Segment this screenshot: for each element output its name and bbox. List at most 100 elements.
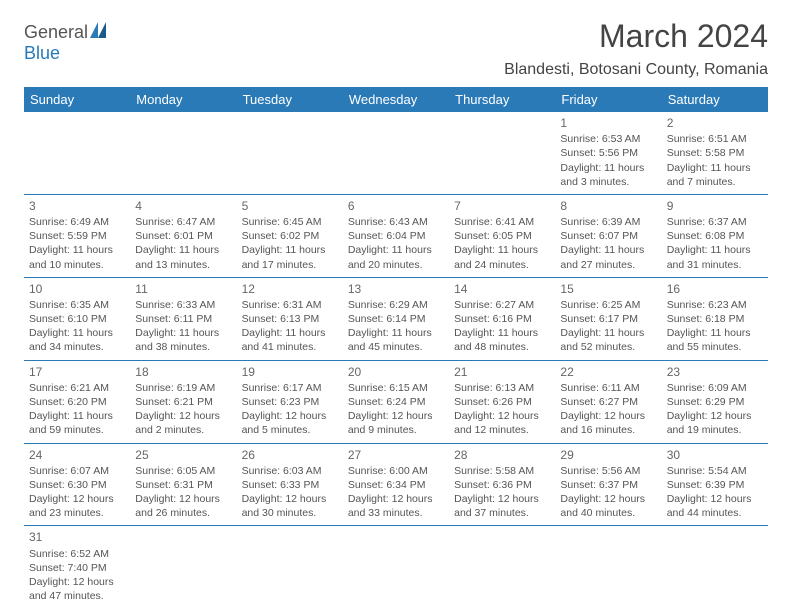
sunrise-text: Sunrise: 6:13 AM xyxy=(454,381,550,395)
sunset-text: Sunset: 6:31 PM xyxy=(135,478,231,492)
sunset-text: Sunset: 6:13 PM xyxy=(242,312,338,326)
day-number: 13 xyxy=(348,281,444,297)
day-number: 19 xyxy=(242,364,338,380)
sunset-text: Sunset: 5:56 PM xyxy=(560,146,656,160)
calendar-row: 24Sunrise: 6:07 AMSunset: 6:30 PMDayligh… xyxy=(24,443,768,526)
sunrise-text: Sunrise: 6:03 AM xyxy=(242,464,338,478)
daylight-text: Daylight: 11 hours xyxy=(135,243,231,257)
sunrise-text: Sunrise: 6:43 AM xyxy=(348,215,444,229)
daylight-text: Daylight: 11 hours xyxy=(667,243,763,257)
calendar-cell-empty xyxy=(130,526,236,608)
sunrise-text: Sunrise: 6:53 AM xyxy=(560,132,656,146)
sunrise-text: Sunrise: 6:31 AM xyxy=(242,298,338,312)
daylight-text: and 59 minutes. xyxy=(29,423,125,437)
daylight-text: and 33 minutes. xyxy=(348,506,444,520)
sunset-text: Sunset: 6:11 PM xyxy=(135,312,231,326)
daylight-text: and 17 minutes. xyxy=(242,258,338,272)
calendar-cell: 30Sunrise: 5:54 AMSunset: 6:39 PMDayligh… xyxy=(662,443,768,526)
logo-text: GeneralBlue xyxy=(24,22,110,64)
sunset-text: Sunset: 6:24 PM xyxy=(348,395,444,409)
day-number: 11 xyxy=(135,281,231,297)
daylight-text: and 38 minutes. xyxy=(135,340,231,354)
daylight-text: Daylight: 12 hours xyxy=(348,409,444,423)
daylight-text: Daylight: 12 hours xyxy=(667,492,763,506)
sunrise-text: Sunrise: 6:33 AM xyxy=(135,298,231,312)
calendar-body: 1Sunrise: 6:53 AMSunset: 5:56 PMDaylight… xyxy=(24,112,768,608)
daylight-text: and 47 minutes. xyxy=(29,589,125,603)
daylight-text: Daylight: 11 hours xyxy=(560,243,656,257)
calendar-row: 17Sunrise: 6:21 AMSunset: 6:20 PMDayligh… xyxy=(24,360,768,443)
daylight-text: and 45 minutes. xyxy=(348,340,444,354)
daylight-text: and 9 minutes. xyxy=(348,423,444,437)
calendar-cell-empty xyxy=(662,526,768,608)
calendar-cell: 7Sunrise: 6:41 AMSunset: 6:05 PMDaylight… xyxy=(449,194,555,277)
daylight-text: Daylight: 11 hours xyxy=(454,326,550,340)
day-number: 10 xyxy=(29,281,125,297)
sunset-text: Sunset: 6:08 PM xyxy=(667,229,763,243)
weekday-header: Saturday xyxy=(662,87,768,112)
day-number: 4 xyxy=(135,198,231,214)
page-header: GeneralBlue March 2024 Blandesti, Botosa… xyxy=(24,18,768,79)
calendar-cell-empty xyxy=(555,526,661,608)
daylight-text: Daylight: 11 hours xyxy=(29,243,125,257)
sunrise-text: Sunrise: 6:15 AM xyxy=(348,381,444,395)
weekday-header: Wednesday xyxy=(343,87,449,112)
weekday-header: Tuesday xyxy=(237,87,343,112)
daylight-text: Daylight: 12 hours xyxy=(560,492,656,506)
daylight-text: and 13 minutes. xyxy=(135,258,231,272)
calendar-cell: 6Sunrise: 6:43 AMSunset: 6:04 PMDaylight… xyxy=(343,194,449,277)
daylight-text: and 7 minutes. xyxy=(667,175,763,189)
calendar-cell: 21Sunrise: 6:13 AMSunset: 6:26 PMDayligh… xyxy=(449,360,555,443)
daylight-text: Daylight: 11 hours xyxy=(242,326,338,340)
calendar-cell: 3Sunrise: 6:49 AMSunset: 5:59 PMDaylight… xyxy=(24,194,130,277)
daylight-text: and 52 minutes. xyxy=(560,340,656,354)
sunset-text: Sunset: 6:07 PM xyxy=(560,229,656,243)
daylight-text: and 16 minutes. xyxy=(560,423,656,437)
sunrise-text: Sunrise: 6:45 AM xyxy=(242,215,338,229)
daylight-text: Daylight: 12 hours xyxy=(667,409,763,423)
day-number: 30 xyxy=(667,447,763,463)
calendar-cell: 19Sunrise: 6:17 AMSunset: 6:23 PMDayligh… xyxy=(237,360,343,443)
sunset-text: Sunset: 6:27 PM xyxy=(560,395,656,409)
day-number: 31 xyxy=(29,529,125,545)
sunset-text: Sunset: 6:04 PM xyxy=(348,229,444,243)
daylight-text: and 27 minutes. xyxy=(560,258,656,272)
weekday-header: Monday xyxy=(130,87,236,112)
day-number: 29 xyxy=(560,447,656,463)
day-number: 16 xyxy=(667,281,763,297)
daylight-text: Daylight: 12 hours xyxy=(242,409,338,423)
day-number: 20 xyxy=(348,364,444,380)
daylight-text: and 20 minutes. xyxy=(348,258,444,272)
day-number: 25 xyxy=(135,447,231,463)
calendar-cell: 15Sunrise: 6:25 AMSunset: 6:17 PMDayligh… xyxy=(555,277,661,360)
sunrise-text: Sunrise: 6:25 AM xyxy=(560,298,656,312)
sunset-text: Sunset: 7:40 PM xyxy=(29,561,125,575)
daylight-text: Daylight: 12 hours xyxy=(242,492,338,506)
sunset-text: Sunset: 6:01 PM xyxy=(135,229,231,243)
month-title: March 2024 xyxy=(504,18,768,55)
daylight-text: and 34 minutes. xyxy=(29,340,125,354)
daylight-text: and 23 minutes. xyxy=(29,506,125,520)
sunrise-text: Sunrise: 6:05 AM xyxy=(135,464,231,478)
sunset-text: Sunset: 6:16 PM xyxy=(454,312,550,326)
calendar-cell-empty xyxy=(449,526,555,608)
logo-word-1: General xyxy=(24,22,88,42)
sunset-text: Sunset: 6:29 PM xyxy=(667,395,763,409)
daylight-text: Daylight: 11 hours xyxy=(667,326,763,340)
daylight-text: and 2 minutes. xyxy=(135,423,231,437)
sunrise-text: Sunrise: 6:37 AM xyxy=(667,215,763,229)
calendar-cell-empty xyxy=(237,112,343,194)
calendar-cell: 11Sunrise: 6:33 AMSunset: 6:11 PMDayligh… xyxy=(130,277,236,360)
calendar-cell: 14Sunrise: 6:27 AMSunset: 6:16 PMDayligh… xyxy=(449,277,555,360)
sunrise-text: Sunrise: 6:52 AM xyxy=(29,547,125,561)
daylight-text: and 55 minutes. xyxy=(667,340,763,354)
day-number: 7 xyxy=(454,198,550,214)
sunrise-text: Sunrise: 6:49 AM xyxy=(29,215,125,229)
day-number: 15 xyxy=(560,281,656,297)
calendar-cell: 17Sunrise: 6:21 AMSunset: 6:20 PMDayligh… xyxy=(24,360,130,443)
calendar-cell-empty xyxy=(449,112,555,194)
calendar-cell: 18Sunrise: 6:19 AMSunset: 6:21 PMDayligh… xyxy=(130,360,236,443)
daylight-text: Daylight: 11 hours xyxy=(348,243,444,257)
sunset-text: Sunset: 6:14 PM xyxy=(348,312,444,326)
calendar-table: SundayMondayTuesdayWednesdayThursdayFrid… xyxy=(24,87,768,608)
